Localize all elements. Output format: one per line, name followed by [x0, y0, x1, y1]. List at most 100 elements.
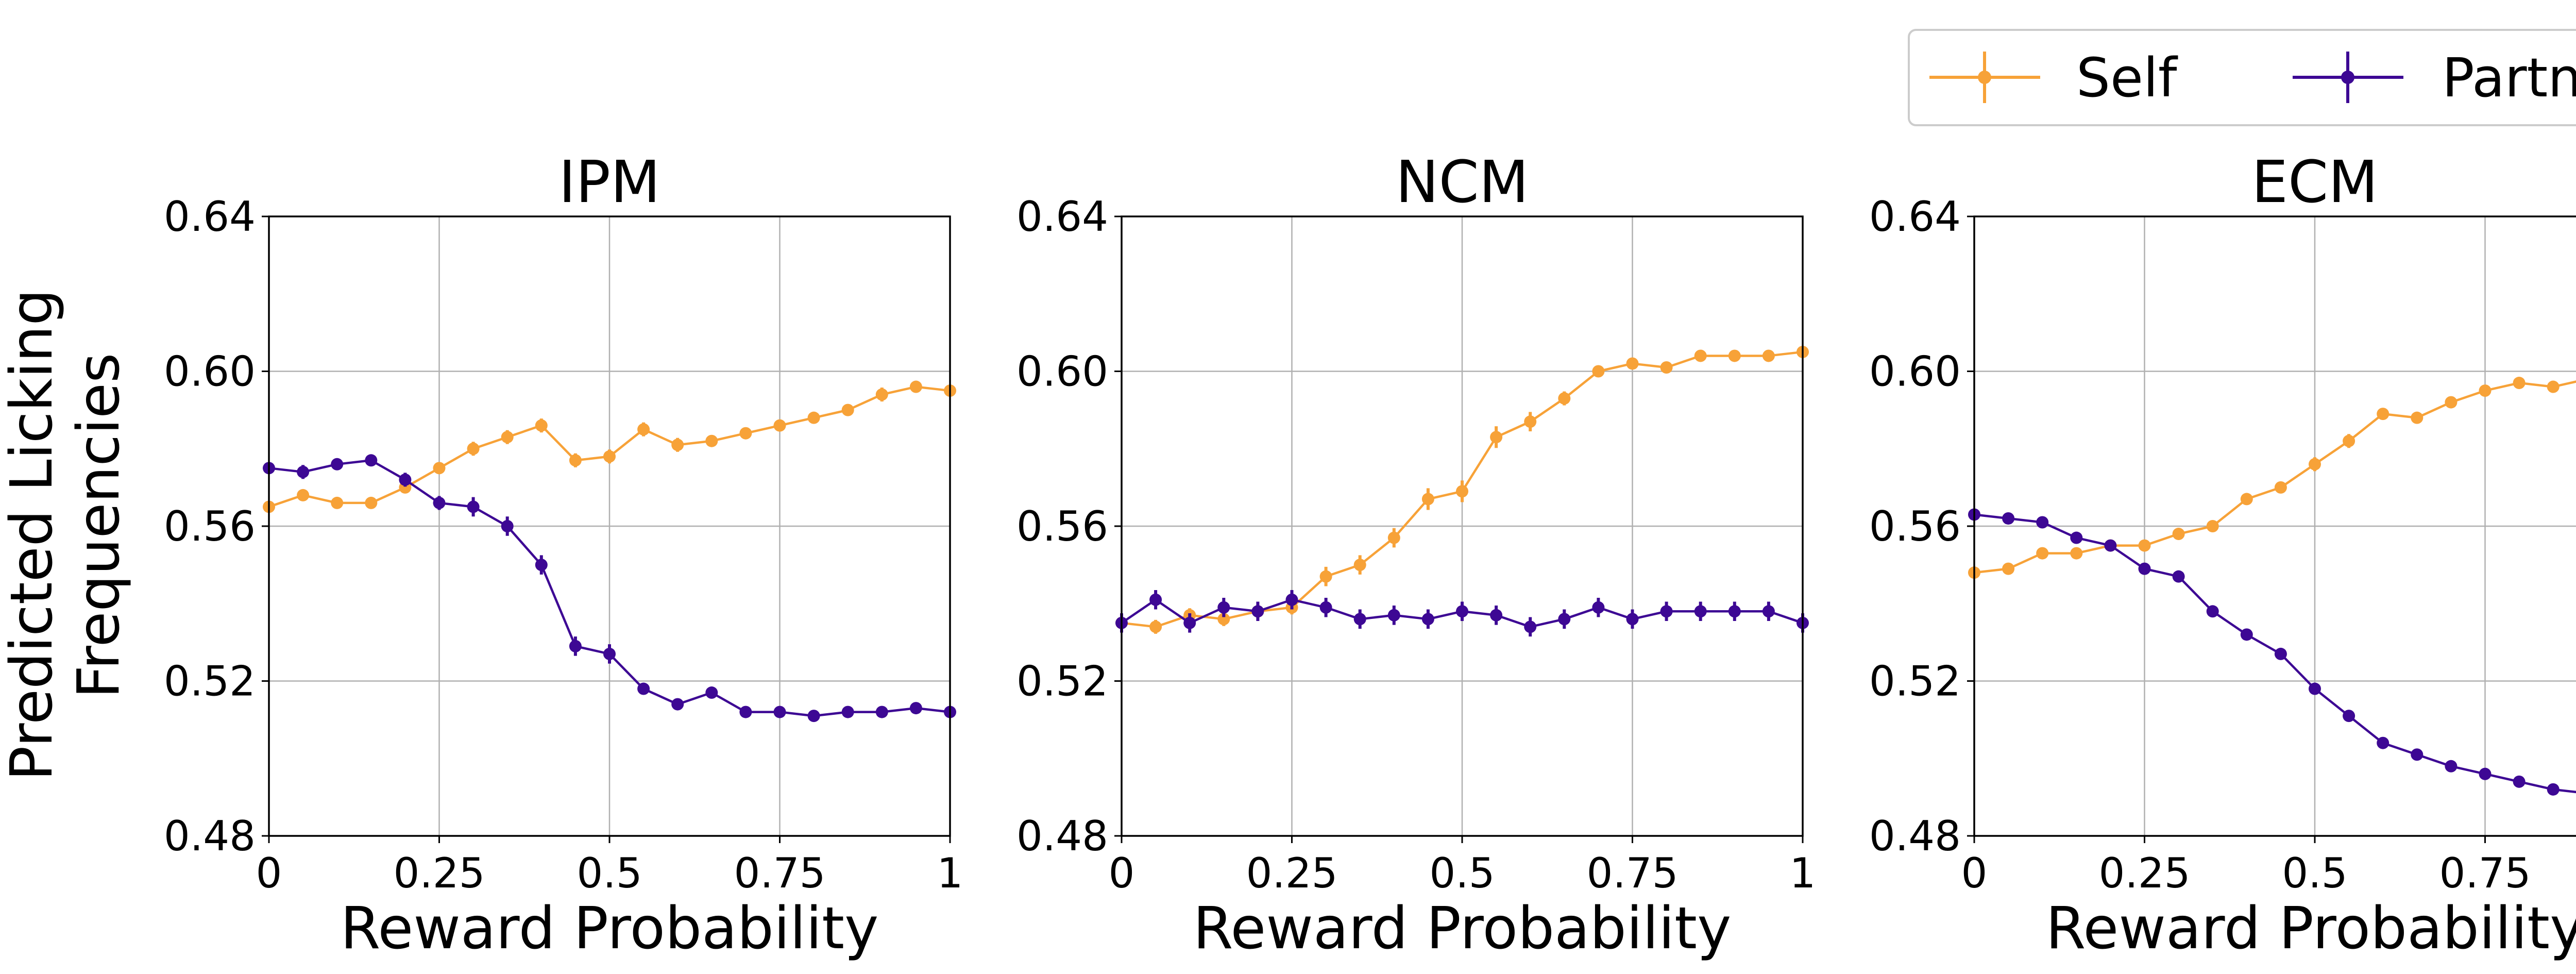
data-point-partner — [297, 465, 310, 478]
chart-panel-ecm: 00.250.50.7510.480.520.560.600.64ECMRewa… — [1869, 149, 2576, 962]
data-point-partner — [2172, 570, 2185, 583]
x-axis-label: Reward Probability — [2046, 895, 2576, 962]
y-tick-label: 0.60 — [164, 348, 256, 396]
data-point-partner — [2411, 748, 2424, 761]
y-tick-label: 0.60 — [1869, 348, 1961, 396]
data-point-self — [1762, 349, 1775, 362]
data-point-self — [671, 439, 684, 451]
chart-title: NCM — [1396, 149, 1529, 216]
x-tick-label: 0.75 — [734, 849, 825, 897]
x-tick-label: 1 — [937, 849, 963, 897]
data-point-partner — [739, 706, 752, 718]
data-point-partner — [1387, 609, 1400, 622]
data-point-partner — [637, 682, 650, 695]
panels: 0 0.25 0.5 0.75 1 0.48 0.52 0.56 0.60 0.64 IPM Rewa… — [164, 149, 2576, 962]
data-point-partner — [841, 706, 854, 718]
y-axis-label: Predicted Licking Frequencies — [0, 271, 132, 781]
y-tick-label: 0.56 — [1869, 502, 1961, 550]
data-point-self — [1728, 349, 1741, 362]
data-point-partner — [399, 473, 412, 486]
data-point-partner — [1728, 605, 1741, 618]
data-point-partner — [467, 500, 480, 513]
data-point-self — [1694, 349, 1707, 362]
chart-title: IPM — [558, 149, 660, 216]
data-point-self — [1353, 559, 1366, 572]
data-point-partner — [1183, 616, 1196, 629]
y-tick-label: 0.64 — [164, 193, 256, 241]
series-line-partner — [1974, 513, 2576, 794]
data-point-partner — [2479, 767, 2492, 780]
chart-title: ECM — [2251, 149, 2378, 216]
data-point-self — [2343, 434, 2355, 447]
x-tick-label: 0 — [1961, 849, 1988, 897]
legend-self-label: Self — [2076, 46, 2178, 109]
data-point-self — [2479, 384, 2492, 397]
legend-entry-partner: Partner — [2293, 46, 2576, 109]
y-tick-label: 0.52 — [1869, 658, 1961, 706]
data-point-self — [705, 434, 718, 447]
data-point-self — [1387, 531, 1400, 544]
x-tick-label: 0.75 — [1586, 849, 1678, 897]
data-point-partner — [569, 640, 582, 652]
y-axis-label-line1: Predicted Licking — [0, 289, 65, 781]
data-point-partner — [2309, 682, 2321, 695]
y-tick-label: 0.48 — [164, 812, 256, 860]
data-point-self — [569, 454, 582, 467]
y-tick-label: 0.60 — [1016, 348, 1108, 396]
y-tick-label: 0.48 — [1869, 812, 1961, 860]
data-point-partner — [1490, 609, 1503, 622]
data-point-partner — [433, 496, 446, 509]
data-point-self — [1626, 357, 1639, 370]
x-tick-label: 0.5 — [1429, 849, 1495, 897]
data-point-self — [739, 427, 752, 440]
x-tick-label: 0 — [256, 849, 282, 897]
y-tick-label: 0.48 — [1016, 812, 1108, 860]
data-point-self — [297, 489, 310, 501]
data-point-partner — [1694, 605, 1707, 618]
data-point-self — [1319, 570, 1332, 583]
data-point-partner — [1558, 613, 1571, 626]
y-tick-label: 0.64 — [1016, 193, 1108, 241]
data-point-partner — [1660, 605, 1673, 618]
data-point-self — [2070, 547, 2083, 560]
data-point-partner — [2138, 562, 2151, 575]
data-point-partner — [875, 706, 888, 718]
y-tick-label: 0.64 — [1869, 193, 1961, 241]
data-point-self — [501, 431, 514, 444]
x-tick-label: 0 — [1109, 849, 1135, 897]
data-point-partner — [2377, 736, 2389, 749]
data-point-self — [2172, 528, 2185, 541]
data-point-self — [2309, 458, 2321, 471]
data-point-self — [365, 496, 378, 509]
x-tick-label: 0.25 — [2098, 849, 2190, 897]
data-point-partner — [2104, 539, 2117, 552]
data-point-self — [1558, 392, 1571, 405]
data-point-self — [2002, 562, 2015, 575]
data-point-self — [2445, 396, 2458, 409]
data-point-self — [603, 450, 616, 463]
data-point-self — [2547, 380, 2560, 393]
legend-partner-label: Partner — [2442, 46, 2576, 109]
x-tick-label: 0.75 — [2439, 849, 2531, 897]
data-point-partner — [1592, 601, 1605, 614]
data-point-self — [1149, 620, 1162, 633]
data-point-self — [2377, 408, 2389, 421]
data-point-partner — [909, 702, 922, 715]
x-axis-label: Reward Probability — [1193, 895, 1732, 962]
data-point-partner — [1456, 605, 1468, 618]
data-point-self — [535, 419, 548, 432]
data-point-partner — [705, 686, 718, 699]
data-point-self — [467, 442, 480, 455]
x-tick-label: 1 — [1790, 849, 1816, 897]
data-point-self — [433, 462, 446, 475]
data-point-partner — [1626, 613, 1639, 626]
data-point-self — [2036, 547, 2049, 560]
data-point-self — [1524, 415, 1537, 428]
data-point-self — [841, 404, 854, 416]
legend: Self Partner — [1908, 29, 2576, 126]
data-point-partner — [2036, 516, 2049, 529]
data-point-partner — [773, 706, 786, 718]
series-line-self — [1974, 380, 2576, 574]
data-point-self — [1421, 493, 1434, 506]
data-point-self — [2513, 377, 2526, 390]
